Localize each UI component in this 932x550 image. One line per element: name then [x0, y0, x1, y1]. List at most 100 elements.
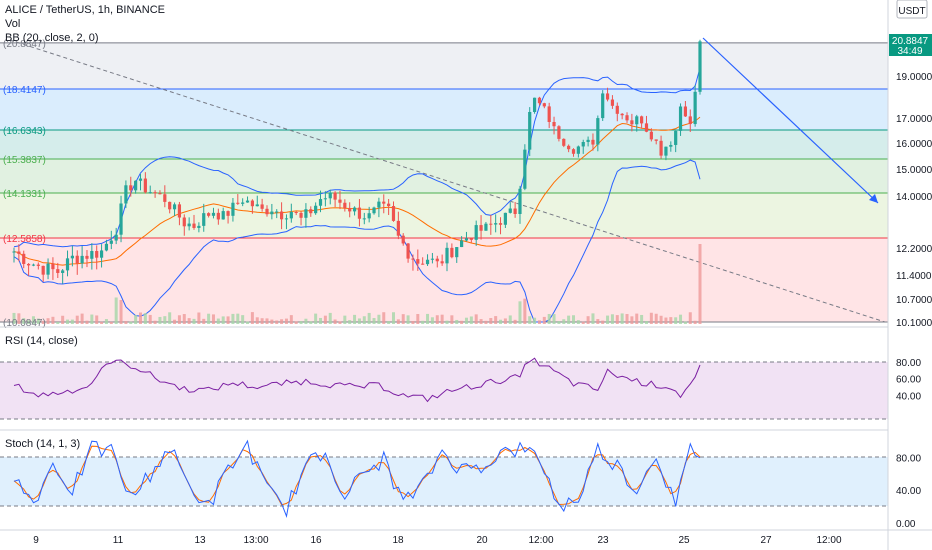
- candle: [61, 270, 65, 273]
- volume-bar: [134, 314, 138, 324]
- volume-bar: [319, 317, 323, 324]
- time-tick-label: 18: [392, 535, 404, 546]
- volume-bar: [221, 316, 225, 324]
- stoch-axis[interactable]: 80.00 40.00 0.00: [896, 453, 921, 530]
- volume-bar: [265, 318, 269, 324]
- candle: [275, 211, 279, 213]
- volume-bar: [494, 316, 498, 324]
- candle: [41, 265, 45, 275]
- candle: [202, 213, 206, 226]
- fib-level-label: (14.1331): [3, 189, 46, 200]
- volume-bar: [343, 315, 347, 324]
- candle: [625, 115, 629, 121]
- volume-bar: [630, 316, 634, 324]
- volume-bar: [610, 314, 614, 324]
- fib-band: [0, 89, 888, 130]
- volume-bar: [22, 318, 26, 324]
- candle: [435, 258, 439, 262]
- price-axis[interactable]: 19.0000 17.0000 16.0000 15.0000 14.0000 12.20…: [896, 72, 932, 329]
- stoch-tick-label: 0.00: [896, 519, 916, 530]
- rsi-panel[interactable]: RSI (14, close): [0, 335, 888, 420]
- volume-bar: [426, 313, 430, 324]
- volume-bar: [100, 321, 104, 324]
- volume-bar: [17, 313, 21, 324]
- candle: [26, 263, 31, 266]
- volume-bar: [693, 320, 697, 324]
- candle: [678, 106, 683, 131]
- volume-bar: [202, 318, 206, 324]
- stoch-tick-label: 80.00: [896, 453, 921, 464]
- fib-level-label: (18.4147): [3, 85, 46, 96]
- volume-bar: [606, 315, 610, 324]
- stoch-tick-label: 40.00: [896, 486, 921, 497]
- candle: [90, 251, 94, 259]
- volume-bar: [226, 316, 230, 324]
- time-tick-label: 16: [310, 535, 322, 546]
- rsi-line: [13, 357, 701, 403]
- candle: [260, 204, 264, 209]
- candle: [309, 209, 313, 214]
- candle: [182, 217, 186, 227]
- fib-band: [0, 193, 888, 238]
- volume-bar: [348, 320, 352, 324]
- price-panel[interactable]: (20.8847) (18.4147) (16.6343) (15.3837) (14.…: [0, 37, 888, 329]
- time-axis[interactable]: 9 11 13 13:00 16 18 20 12:00 23 25 27 12:00: [33, 535, 842, 546]
- volume-bar: [187, 318, 191, 324]
- candle: [576, 146, 580, 154]
- fib-level-label: (10.0847): [3, 318, 46, 329]
- volume-bar: [314, 313, 318, 324]
- volume-bar: [382, 312, 386, 324]
- candle: [503, 212, 507, 225]
- currency-badge[interactable]: USDT: [896, 0, 928, 19]
- volume-bar: [421, 320, 425, 324]
- volume-bar: [445, 320, 449, 324]
- fib-level-label: (12.5858): [3, 234, 46, 245]
- candle: [172, 204, 177, 210]
- volume-bar: [576, 320, 580, 324]
- candle: [630, 120, 634, 125]
- candle: [601, 93, 605, 119]
- volume-bar: [80, 313, 84, 324]
- volume-bar: [109, 321, 113, 324]
- price-tick-label: 14.0000: [896, 192, 932, 203]
- candle: [464, 238, 469, 241]
- volume-bar: [114, 297, 118, 324]
- volume-bar: [70, 319, 74, 324]
- volume-bar: [581, 321, 585, 324]
- candle: [571, 149, 576, 154]
- bb-label: BB (20, close, 2, 0): [5, 32, 99, 44]
- candle: [46, 263, 50, 275]
- candle: [265, 208, 269, 215]
- candle: [430, 258, 435, 260]
- candle: [56, 269, 60, 273]
- volume-bar: [353, 314, 357, 324]
- candle: [401, 235, 405, 244]
- volume-bar: [250, 312, 254, 324]
- descending-trendline[interactable]: [9, 39, 886, 323]
- volume-bar: [698, 244, 702, 324]
- bb-lower: [13, 159, 701, 323]
- volume-bar: [236, 313, 240, 324]
- candle: [211, 212, 216, 216]
- volume-bar: [275, 320, 279, 324]
- candle: [387, 203, 391, 207]
- candle: [187, 223, 191, 227]
- bollinger-bands: [13, 67, 701, 323]
- candle: [143, 178, 147, 193]
- candle: [523, 149, 527, 189]
- volume-bar: [450, 315, 454, 324]
- rsi-axis[interactable]: 80.00 60.00 40.00: [896, 358, 921, 403]
- volume-bar: [31, 316, 35, 324]
- stoch-panel[interactable]: Stoch (14, 1, 3): [0, 438, 888, 519]
- candle: [255, 204, 259, 207]
- candle: [231, 202, 235, 216]
- candle: [693, 91, 697, 125]
- projection-arrow[interactable]: [702, 37, 879, 204]
- candle: [352, 207, 357, 212]
- rsi-band: [0, 362, 888, 419]
- candle: [31, 264, 36, 266]
- volume-bar: [513, 319, 517, 324]
- volume-bar: [416, 314, 420, 324]
- candle: [153, 192, 157, 194]
